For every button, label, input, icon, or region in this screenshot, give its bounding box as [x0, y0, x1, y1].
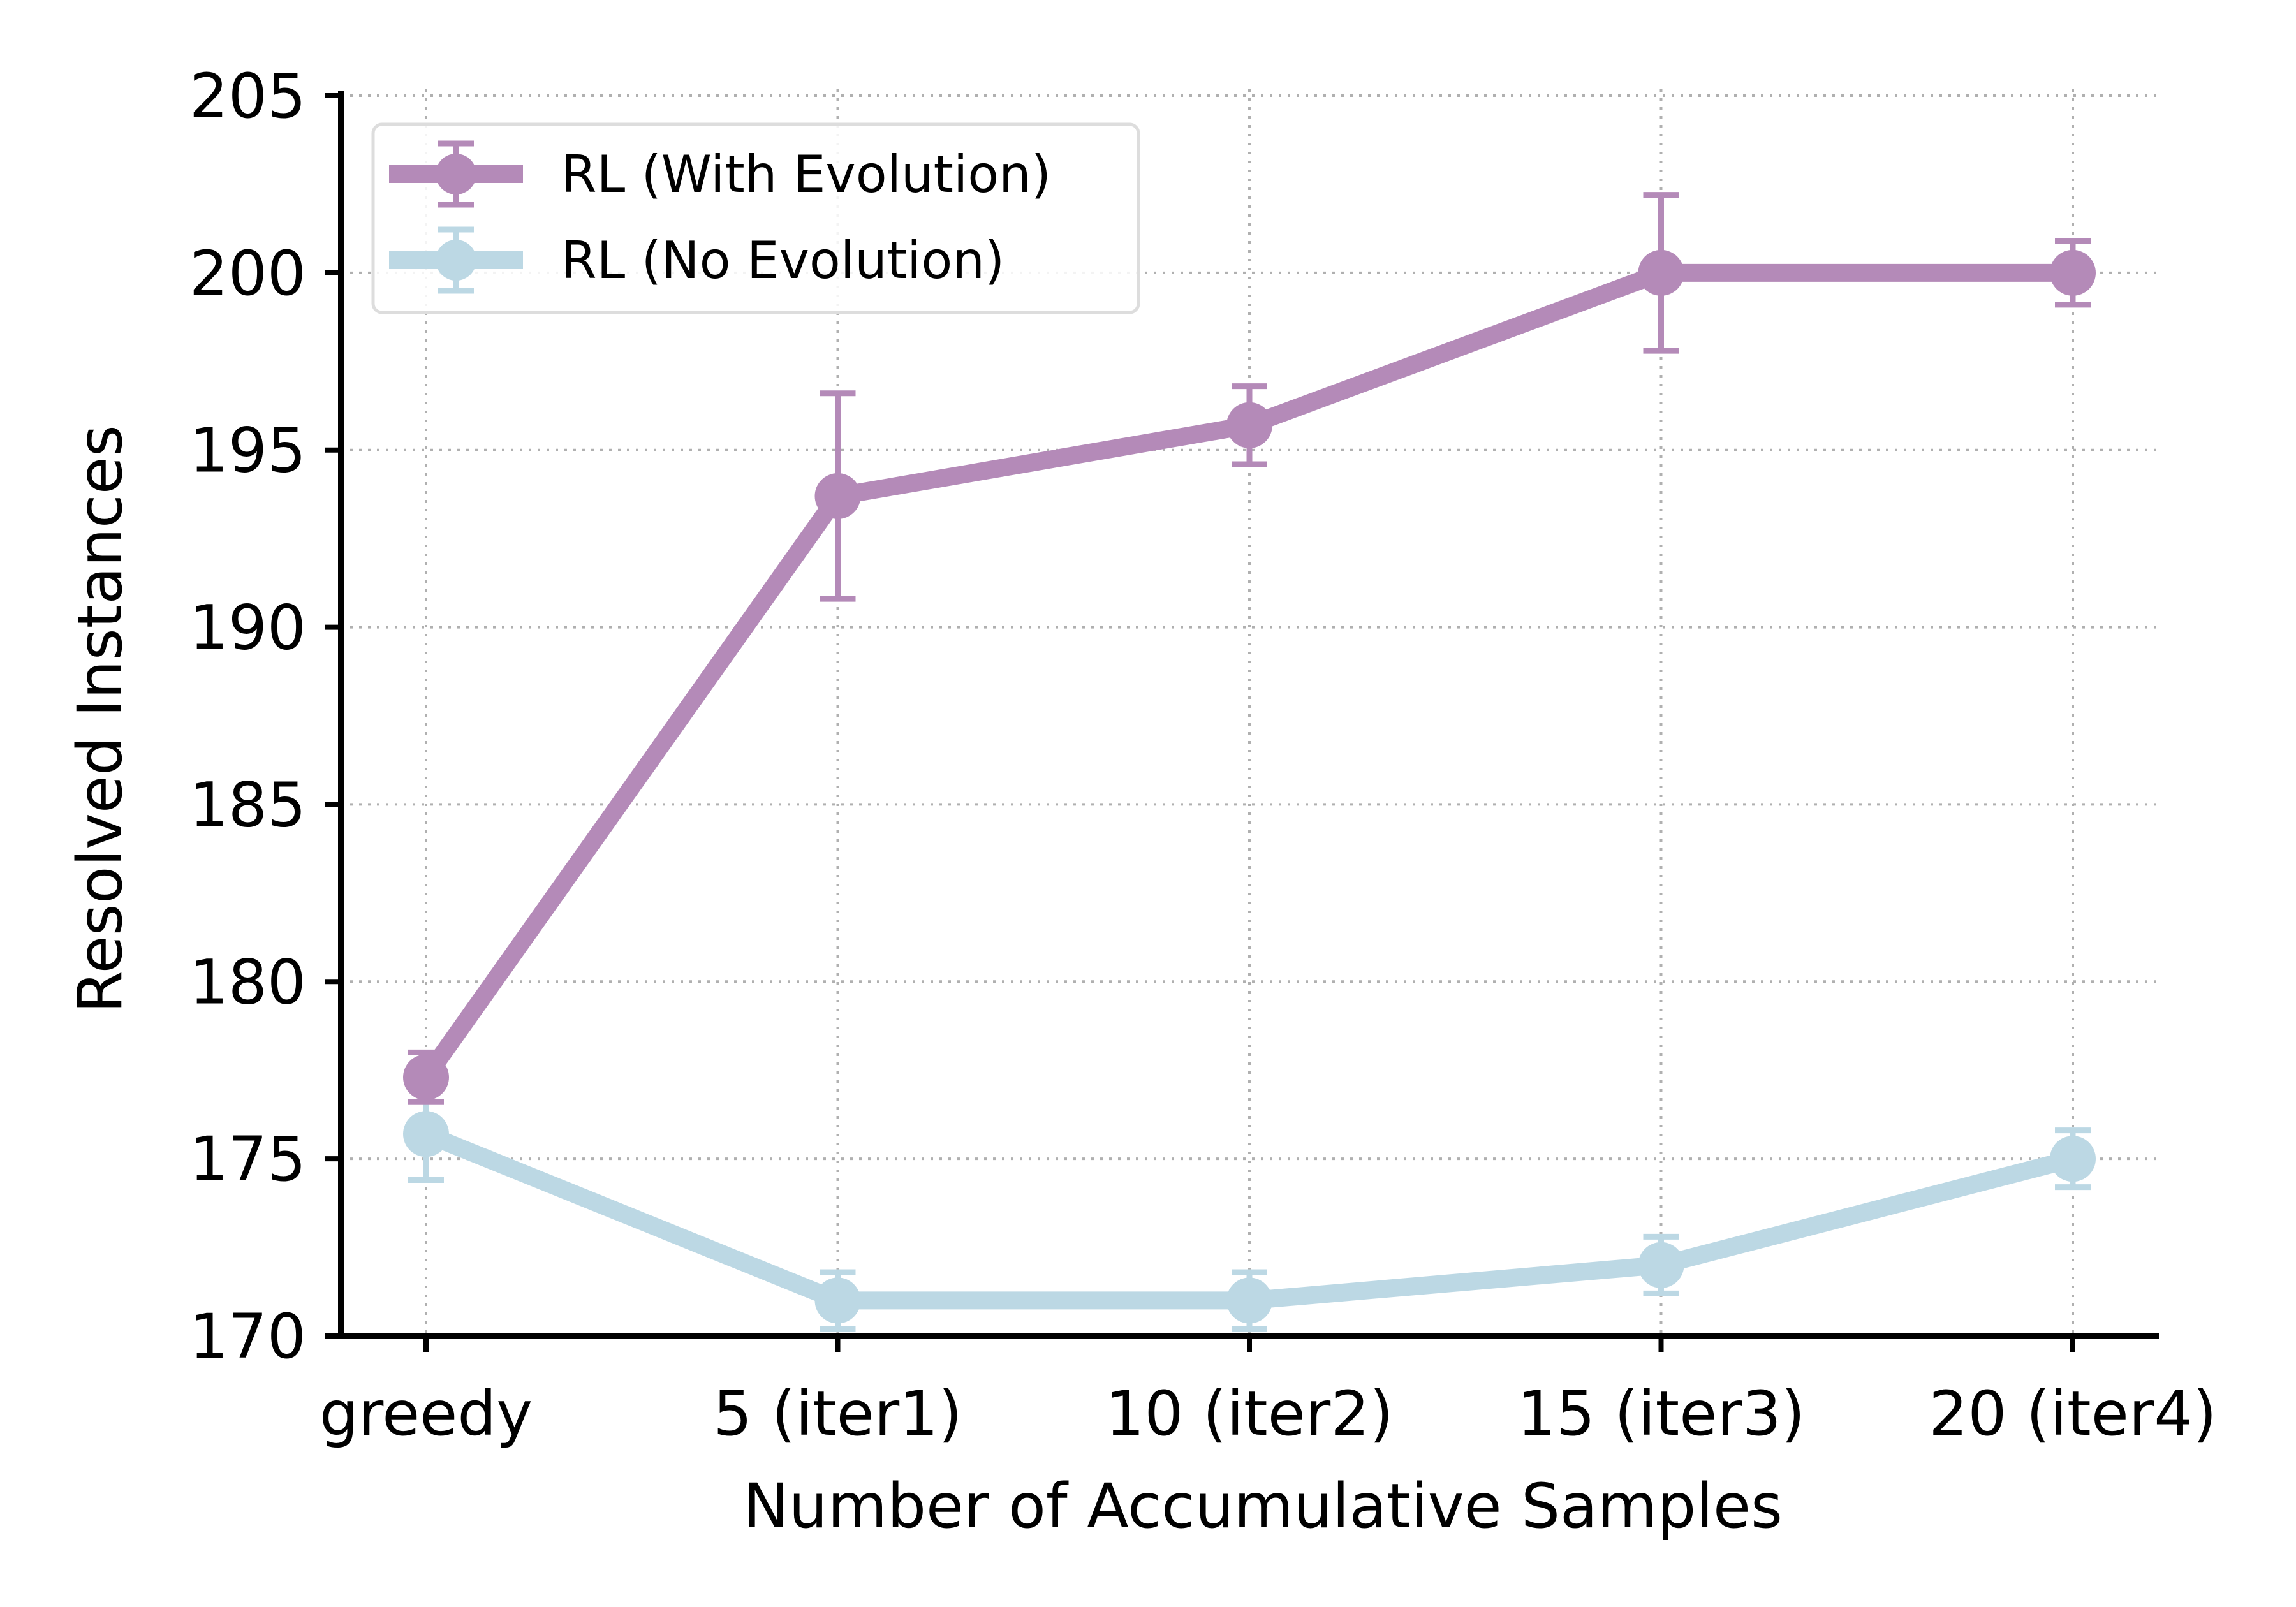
legend-box — [371, 122, 1140, 314]
legend: RL (With Evolution) RL (No Evolution) — [371, 122, 1140, 314]
legend-label: RL (No Evolution) — [561, 231, 1004, 290]
y-tick-label: 175 — [189, 1124, 306, 1195]
data-point — [403, 1054, 449, 1101]
legend-item: RL (With Evolution) — [389, 140, 1051, 208]
data-point — [814, 1277, 861, 1324]
data-point — [403, 1111, 449, 1157]
y-tick-label: 170 — [189, 1301, 306, 1372]
axes — [325, 91, 2159, 1352]
y-tick-label: 205 — [189, 61, 306, 132]
x-tick-label: 10 (iter2) — [1105, 1378, 1394, 1449]
legend-label: RL (With Evolution) — [561, 145, 1051, 204]
data-point — [1638, 1242, 1684, 1288]
x-tick-label: 20 (iter4) — [1929, 1378, 2217, 1449]
y-tick-label: 195 — [189, 415, 306, 487]
data-point — [1226, 402, 1272, 448]
legend-marker — [436, 154, 476, 194]
series-1 — [403, 1085, 2096, 1332]
x-tick-label: greedy — [320, 1378, 533, 1449]
x-axis-label: Number of Accumulative Samples — [743, 1471, 1783, 1542]
data-point — [2050, 249, 2096, 296]
x-tick-label: 15 (iter3) — [1517, 1378, 1806, 1449]
y-tick-label: 180 — [189, 946, 306, 1018]
y-tick-label: 185 — [189, 769, 306, 840]
data-point — [814, 473, 861, 519]
x-tick-label: 5 (iter1) — [713, 1378, 962, 1449]
data-point — [1638, 249, 1684, 296]
legend-marker — [436, 240, 476, 281]
tick-labels: 170 175 180 185 190 195 200 205 greedy 5 (iter1) 1… — [189, 61, 2217, 1449]
data-point — [1226, 1277, 1272, 1324]
y-axis-label: Resolved Instances — [64, 425, 136, 1013]
y-tick-label: 190 — [189, 592, 306, 664]
series-0 — [403, 192, 2096, 1105]
y-tick-label: 200 — [189, 238, 306, 309]
legend-item: RL (No Evolution) — [389, 226, 1004, 294]
data-point — [2050, 1136, 2096, 1182]
series-layer — [403, 192, 2096, 1332]
